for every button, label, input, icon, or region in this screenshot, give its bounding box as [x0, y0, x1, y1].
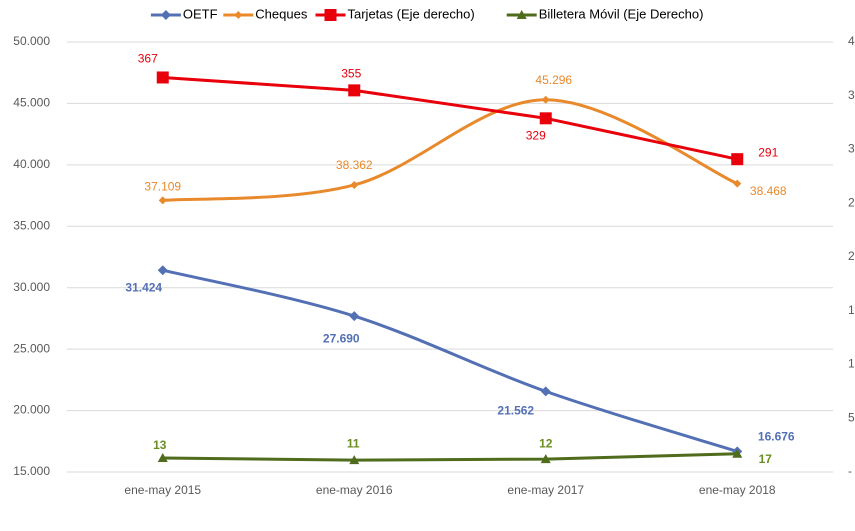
point-marker	[733, 179, 742, 188]
point-marker	[731, 153, 744, 166]
point-marker	[541, 95, 550, 104]
data-label: 38.362	[336, 158, 373, 172]
y-tick-label: 50.000	[13, 34, 50, 48]
point-marker	[156, 71, 169, 84]
y2-tick-label: -	[848, 464, 852, 478]
series: 13 11 12 17	[153, 436, 772, 466]
y-tick-label: 25.000	[13, 341, 50, 355]
data-label: 13	[153, 438, 167, 452]
data-label: 329	[526, 128, 546, 142]
y-tick-label: 45.000	[13, 96, 50, 110]
y2-tick-label: 100	[848, 357, 855, 371]
y-tick-label: 30.000	[13, 280, 50, 294]
y2-tick-label: 250	[848, 195, 855, 209]
data-label: 37.109	[144, 180, 181, 194]
series: 37.109 38.362 45.296 38.468	[144, 73, 787, 205]
y-tick-label: 20.000	[13, 403, 50, 417]
data-label: 45.296	[535, 73, 572, 87]
point-marker	[157, 453, 168, 463]
data-label: 38.468	[750, 184, 787, 198]
point-marker	[540, 386, 551, 397]
series-line	[162, 75, 738, 161]
x-tick-label: ene-may 2016	[316, 483, 393, 497]
data-label: 11	[347, 436, 360, 450]
point-marker	[157, 265, 168, 276]
point-marker	[234, 11, 243, 19]
y2-tick-label: 400	[848, 34, 855, 48]
point-marker	[324, 9, 337, 21]
legend-label: Cheques	[255, 6, 308, 21]
series: 367 355 329 291	[138, 52, 779, 166]
legend: OETF Cheques Tarjetas (Eje derecho) Billete…	[150, 6, 704, 21]
data-label: 31.424	[125, 280, 162, 294]
legend-label: Billetera Móvil (Eje Derecho)	[539, 6, 704, 21]
data-label: 27.690	[323, 331, 360, 345]
point-marker	[732, 448, 743, 458]
y2-tick-label: 300	[848, 142, 855, 156]
point-marker	[350, 180, 359, 189]
y2-tick-label: 200	[848, 249, 855, 263]
point-marker	[540, 454, 551, 464]
point-marker	[160, 10, 171, 20]
y-tick-label: 15.000	[13, 464, 50, 478]
point-marker	[539, 112, 552, 125]
point-marker	[158, 196, 167, 205]
series-line	[162, 98, 738, 202]
legend-label: Tarjetas (Eje derecho)	[348, 6, 475, 21]
point-marker	[349, 455, 360, 465]
data-label: 17	[759, 452, 773, 466]
data-label: 367	[138, 52, 158, 66]
series-line	[162, 452, 738, 462]
y-tick-label: 35.000	[13, 218, 50, 232]
point-marker	[349, 311, 360, 322]
data-label: 16.676	[758, 430, 795, 444]
y-tick-label: 40.000	[13, 157, 50, 171]
y2-tick-label: 50	[848, 410, 855, 424]
x-tick-label: ene-may 2017	[507, 483, 584, 497]
series-line	[162, 268, 738, 453]
y2-tick-label: 150	[848, 303, 855, 317]
series: 31.424 27.690 21.562 16.676	[125, 265, 795, 457]
point-marker	[348, 84, 361, 97]
data-label: 291	[758, 145, 778, 159]
data-label: 355	[341, 67, 361, 81]
y2-tick-label: 350	[848, 88, 855, 102]
legend-label: OETF	[183, 6, 218, 21]
x-tick-label: ene-may 2015	[124, 483, 201, 497]
point-marker	[516, 10, 527, 19]
data-label: 21.562	[497, 404, 534, 418]
x-tick-label: ene-may 2018	[699, 483, 776, 497]
data-label: 12	[539, 436, 553, 450]
